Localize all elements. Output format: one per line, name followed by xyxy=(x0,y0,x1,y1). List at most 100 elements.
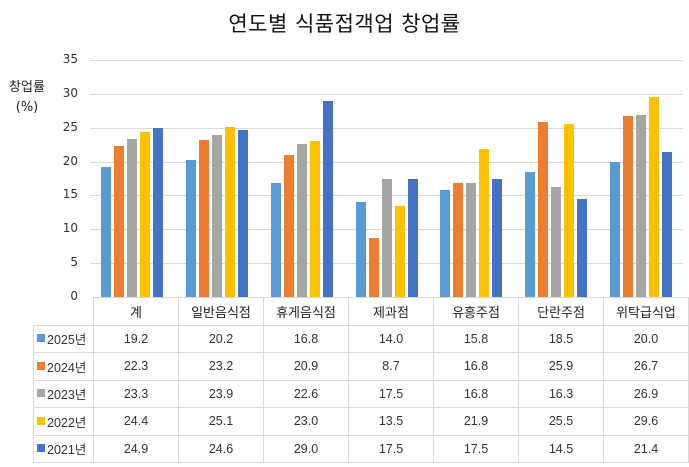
legend-label: 2025년 xyxy=(47,333,87,348)
bar xyxy=(114,145,125,297)
bar xyxy=(153,128,164,297)
bar xyxy=(309,141,320,297)
bar xyxy=(212,135,223,297)
gridline xyxy=(90,94,683,95)
table-header-cell: 유흥주점 xyxy=(433,297,519,326)
bar xyxy=(355,202,366,297)
table-cell: 25.5 xyxy=(518,407,604,436)
table-cell: 25.1 xyxy=(178,407,264,436)
legend-swatch-icon xyxy=(37,416,45,425)
y-axis-label-line1: 창업률 xyxy=(9,80,45,95)
legend-key: 2021년 xyxy=(33,434,94,463)
legend-swatch-icon xyxy=(37,334,45,343)
table-header-cell: 단란주점 xyxy=(518,297,604,326)
table-cell: 16.3 xyxy=(518,379,604,408)
legend-swatch-icon xyxy=(37,361,45,370)
gridline xyxy=(90,128,683,129)
chart-title: 연도별 식품접객업 창업률 xyxy=(228,12,461,36)
bar xyxy=(609,161,620,297)
bar xyxy=(368,238,379,297)
table-cell: 15.8 xyxy=(433,324,519,353)
bar xyxy=(407,178,418,297)
table-header-cell: 휴게음식점 xyxy=(263,297,349,326)
table-cell: 16.8 xyxy=(433,352,519,381)
table-row: 2024년 22.3 23.2 20.9 8.7 16.8 25.9 26.7 xyxy=(33,352,689,381)
y-tick-label: 25 xyxy=(62,119,78,134)
bar xyxy=(127,139,138,297)
legend-label: 2021년 xyxy=(47,443,87,458)
data-table: 계 일반음식점 휴게음식점 제과점 유흥주점 단란주점 위탁급식업 2025년 1… xyxy=(33,297,689,463)
legend-label: 2023년 xyxy=(47,388,87,403)
table-header-cell: 위탁급식업 xyxy=(603,297,689,326)
table-cell: 29.0 xyxy=(263,434,349,463)
table-cell: 26.9 xyxy=(603,379,689,408)
table-cell: 23.3 xyxy=(93,379,179,408)
bar xyxy=(381,178,392,297)
table-cell: 17.5 xyxy=(348,434,434,463)
legend-swatch-icon xyxy=(37,389,45,398)
table-corner xyxy=(33,297,94,326)
table-cell: 23.2 xyxy=(178,352,264,381)
table-cell: 18.5 xyxy=(518,324,604,353)
table-cell: 8.7 xyxy=(348,352,434,381)
legend-swatch-icon xyxy=(37,444,45,453)
table-cell: 13.5 xyxy=(348,407,434,436)
bar xyxy=(322,100,333,297)
table-header-cell: 제과점 xyxy=(348,297,434,326)
bar xyxy=(283,155,294,297)
bar xyxy=(466,183,477,297)
bar xyxy=(550,186,561,297)
table-cell: 25.9 xyxy=(518,352,604,381)
legend-key: 2022년 xyxy=(33,407,94,436)
y-tick-label: 5 xyxy=(70,255,78,270)
y-tick-label: 15 xyxy=(62,187,78,202)
table-cell: 14.0 xyxy=(348,324,434,353)
bar xyxy=(648,96,659,297)
bar xyxy=(394,205,405,297)
bar xyxy=(270,183,281,297)
bar xyxy=(238,130,249,297)
table-cell: 29.6 xyxy=(603,407,689,436)
table-row: 2023년 23.3 23.9 22.6 17.5 16.8 16.3 26.9 xyxy=(33,379,689,408)
bar xyxy=(492,178,503,297)
table-cell: 19.2 xyxy=(93,324,179,353)
y-tick-label: 0 xyxy=(70,289,78,303)
bar xyxy=(101,166,112,297)
bar xyxy=(622,116,633,297)
bar xyxy=(186,160,197,297)
table-cell: 24.6 xyxy=(178,434,264,463)
y-tick-label: 30 xyxy=(62,85,78,100)
bar xyxy=(563,124,574,297)
bar xyxy=(225,127,236,297)
table-row: 2022년 24.4 25.1 23.0 13.5 21.9 25.5 29.6 xyxy=(33,407,689,436)
y-tick-label: 20 xyxy=(62,153,78,168)
table-cell: 22.6 xyxy=(263,379,349,408)
table-cell: 20.9 xyxy=(263,352,349,381)
table-row: 2025년 19.2 20.2 16.8 14.0 15.8 18.5 20.0 xyxy=(33,324,689,353)
table-cell: 22.3 xyxy=(93,352,179,381)
bar xyxy=(199,139,210,297)
y-axis-label: 창업률 (%) xyxy=(4,78,50,118)
legend-key: 2023년 xyxy=(33,379,94,408)
table-cell: 21.9 xyxy=(433,407,519,436)
table-header-row: 계 일반음식점 휴게음식점 제과점 유흥주점 단란주점 위탁급식업 xyxy=(33,297,689,326)
y-tick-label: 10 xyxy=(62,221,78,236)
bar xyxy=(440,190,451,297)
bar xyxy=(140,131,151,297)
table-cell: 23.0 xyxy=(263,407,349,436)
bar xyxy=(453,183,464,297)
table-row: 2021년 24.9 24.6 29.0 17.5 17.5 14.5 21.4 xyxy=(33,434,689,463)
bar xyxy=(576,198,587,297)
bar xyxy=(479,148,490,297)
gridline xyxy=(90,162,683,163)
bar xyxy=(296,143,307,297)
table-cell: 24.4 xyxy=(93,407,179,436)
legend-label: 2022년 xyxy=(47,415,87,430)
table-cell: 21.4 xyxy=(603,434,689,463)
y-axis-label-line2: (%) xyxy=(15,100,39,115)
table-cell: 17.5 xyxy=(433,434,519,463)
table-cell: 16.8 xyxy=(263,324,349,353)
table-cell: 14.5 xyxy=(518,434,604,463)
table-cell: 16.8 xyxy=(433,379,519,408)
legend-label: 2024년 xyxy=(47,360,87,375)
